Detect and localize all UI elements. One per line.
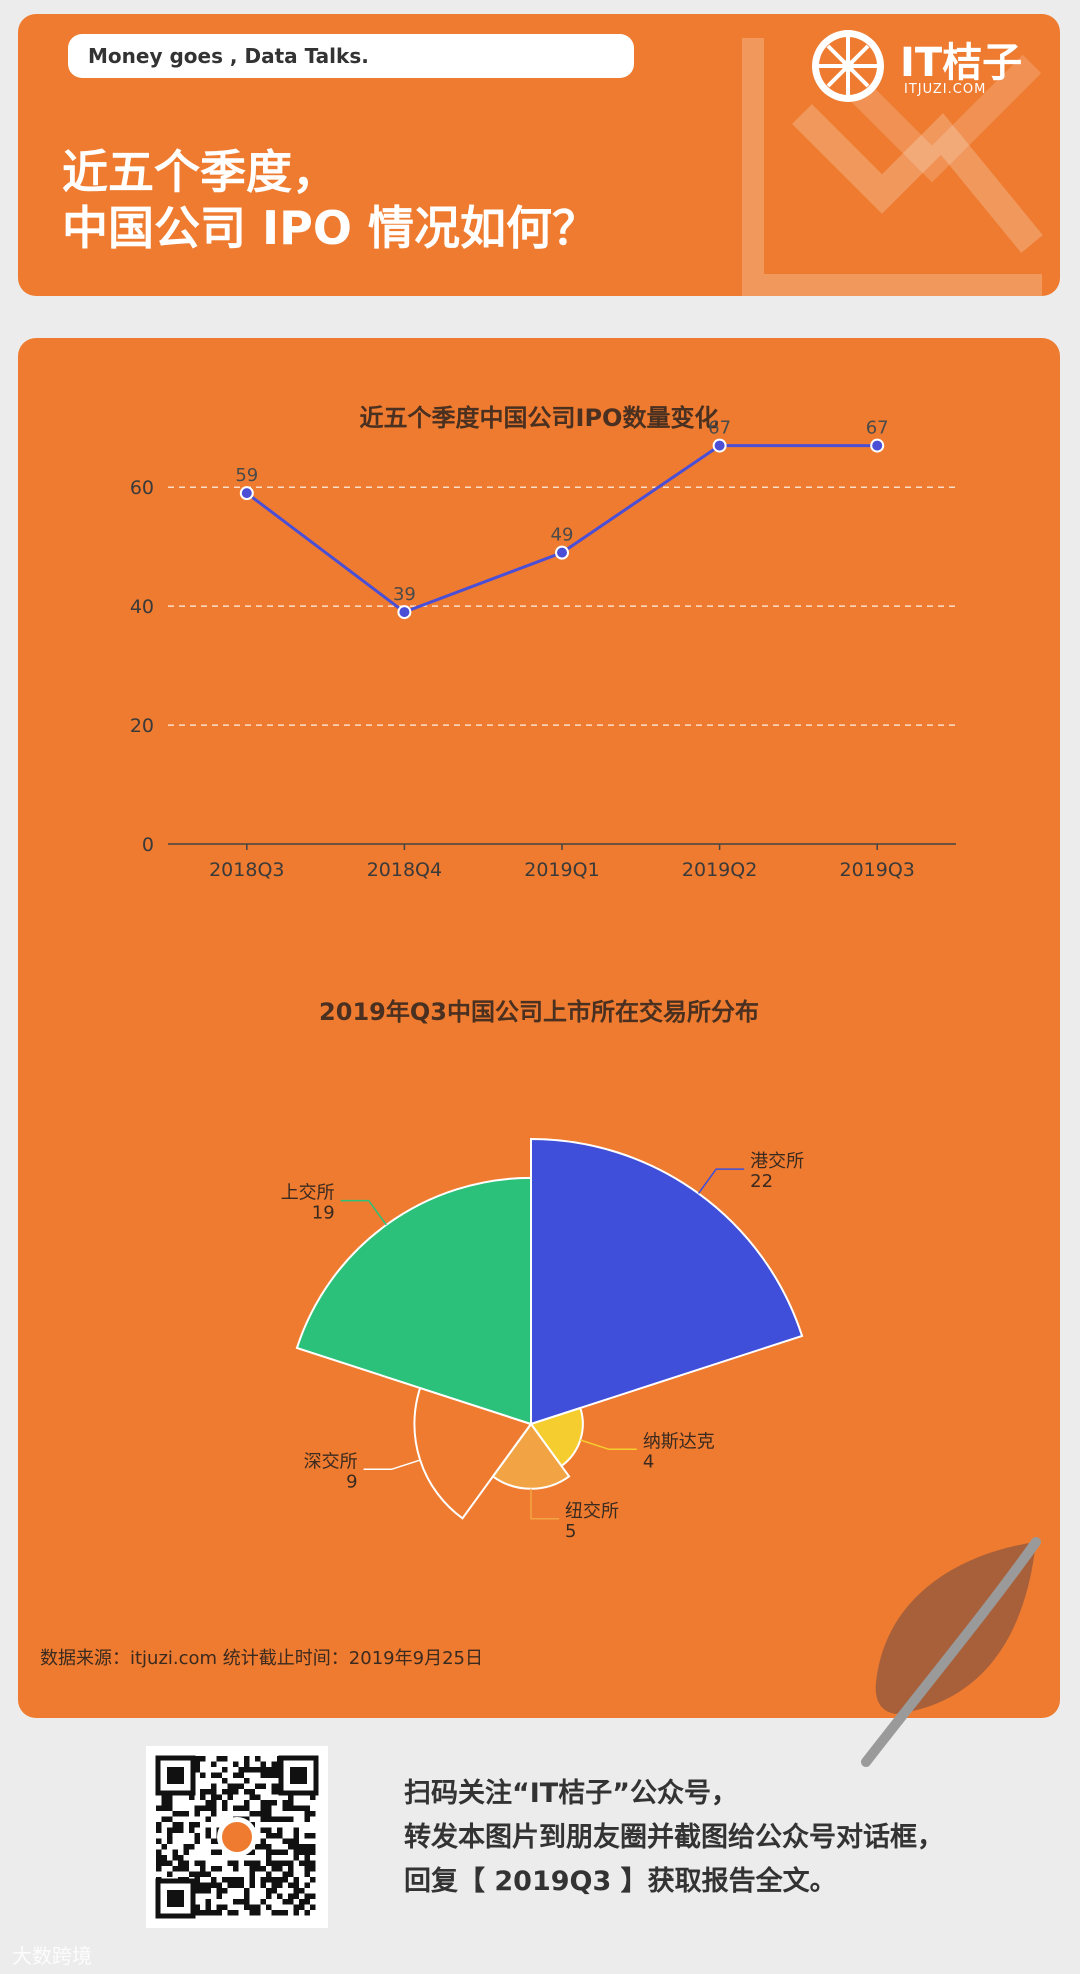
slice-value: 9 bbox=[346, 1471, 357, 1492]
y-tick-label: 60 bbox=[130, 477, 154, 499]
x-tick-label: 2018Q3 bbox=[209, 859, 284, 881]
y-tick-label: 40 bbox=[130, 596, 154, 618]
title-line-1: 近五个季度， bbox=[62, 145, 338, 199]
watermark: 大数跨境 bbox=[12, 1944, 92, 1968]
data-point bbox=[397, 605, 412, 620]
data-source-note: 数据来源：itjuzi.com 统计截止时间：2019年9月25日 bbox=[40, 1648, 483, 1669]
header-banner: Money goes , Data Talks. 近五个季度， 中国公司 IPO… bbox=[18, 14, 1060, 296]
slice-value: 5 bbox=[565, 1521, 576, 1542]
slice-leader-line bbox=[530, 1488, 559, 1520]
logo-text: IT桔子 bbox=[900, 40, 1023, 86]
y-tick-label: 20 bbox=[130, 715, 154, 737]
orange-slice-icon bbox=[812, 30, 884, 102]
slice-label: 港交所 bbox=[750, 1151, 804, 1172]
slice-label: 深交所 bbox=[304, 1451, 358, 1472]
data-label: 67 bbox=[708, 418, 731, 439]
qr-code-image bbox=[155, 1755, 319, 1919]
data-point bbox=[870, 438, 885, 453]
footer-line-3: 回复【 2019Q3 】获取报告全文。 bbox=[404, 1866, 837, 1897]
data-label: 39 bbox=[393, 584, 416, 605]
data-point bbox=[239, 486, 254, 501]
page-title: 近五个季度， 中国公司 IPO 情况如何？ bbox=[62, 144, 598, 256]
data-label: 49 bbox=[551, 525, 574, 546]
pie-chart-title: 2019年Q3中国公司上市所在交易所分布 bbox=[319, 998, 759, 1026]
slice-leader-line bbox=[340, 1199, 387, 1226]
charts-canvas: 近五个季度中国公司IPO数量变化 0 20 40 60 2018Q3 2018Q4 2019Q… bbox=[130, 404, 956, 1542]
trend-arrow-decoration bbox=[742, 38, 1043, 296]
data-label: 67 bbox=[866, 418, 889, 439]
data-label: 59 bbox=[235, 465, 258, 486]
slice-value: 4 bbox=[643, 1451, 654, 1472]
data-point bbox=[555, 545, 569, 560]
rose-slice bbox=[530, 1137, 804, 1426]
slogan-pill: Money goes , Data Talks. bbox=[68, 34, 634, 78]
title-line-2: 中国公司 IPO 情况如何？ bbox=[62, 201, 598, 255]
rose-slice bbox=[529, 1406, 584, 1468]
y-tick-label: 0 bbox=[142, 834, 154, 856]
x-tick-label: 2019Q2 bbox=[682, 859, 757, 881]
rose-slice bbox=[491, 1422, 571, 1490]
x-tick-label: 2018Q4 bbox=[367, 859, 442, 881]
leaf-icon bbox=[861, 1537, 1041, 1767]
slice-leader-line bbox=[697, 1168, 745, 1194]
x-tick-label: 2019Q3 bbox=[839, 859, 914, 881]
footer-instructions: 扫码关注“IT桔子”公众号， 转发本图片到朋友圈并截图给公众号对话框， 回复【 … bbox=[404, 1772, 944, 1904]
slice-leader-line bbox=[363, 1459, 421, 1471]
chart-card: 近五个季度中国公司IPO数量变化 0 20 40 60 2018Q3 2018Q4 2019Q… bbox=[18, 338, 1060, 1718]
slice-label: 上交所 bbox=[281, 1183, 335, 1204]
slice-leader-line bbox=[580, 1439, 637, 1451]
slice-label: 纽交所 bbox=[565, 1501, 619, 1522]
footer-line-2: 转发本图片到朋友圈并截图给公众号对话框， bbox=[404, 1822, 944, 1853]
footer-line-1: 扫码关注“IT桔子”公众号， bbox=[404, 1778, 738, 1809]
slice-label: 纳斯达克 bbox=[643, 1431, 715, 1452]
logo-url: ITJUZI.COM bbox=[904, 82, 987, 97]
slice-value: 19 bbox=[312, 1203, 335, 1224]
itjuzi-logo: IT桔子 ITJUZI.COM bbox=[808, 26, 1038, 106]
x-tick-label: 2019Q1 bbox=[524, 859, 599, 881]
qr-code bbox=[146, 1746, 328, 1928]
rose-slice bbox=[413, 1386, 533, 1520]
data-point bbox=[712, 438, 727, 453]
line-chart-title: 近五个季度中国公司IPO数量变化 bbox=[360, 404, 719, 432]
slice-value: 22 bbox=[750, 1171, 773, 1192]
